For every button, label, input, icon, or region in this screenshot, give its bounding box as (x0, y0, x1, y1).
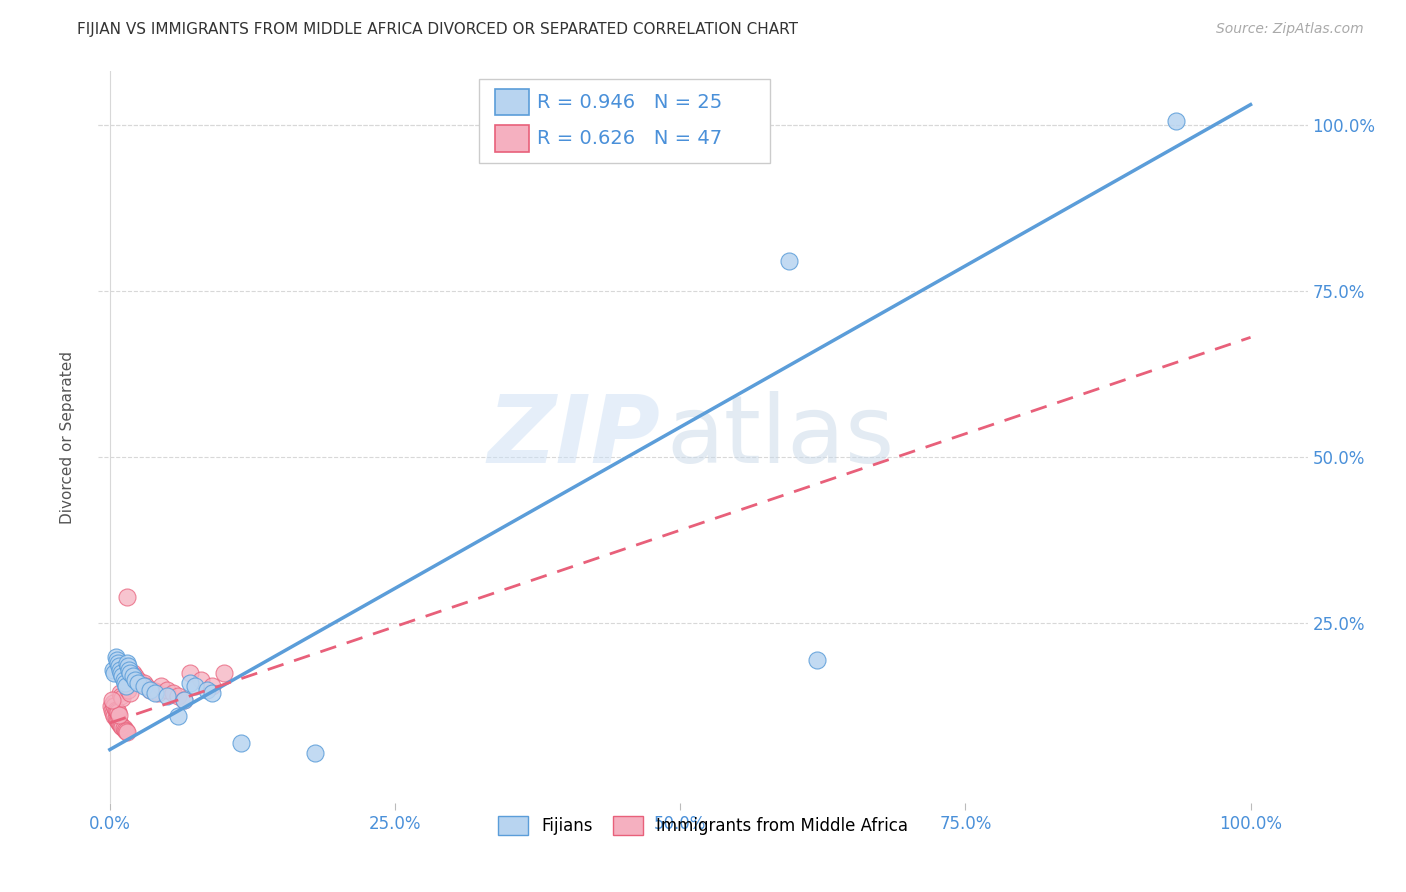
Point (304, 746, 326, 760)
Point (107, 656, 129, 670)
Point (114, 723, 136, 737)
Point (173, 692, 195, 706)
FancyBboxPatch shape (495, 89, 529, 115)
Text: R = 0.626   N = 47: R = 0.626 N = 47 (537, 129, 723, 148)
FancyBboxPatch shape (479, 78, 769, 163)
Point (117, 659, 139, 673)
Point (104, 649, 127, 664)
Point (162, 686, 184, 700)
Point (110, 690, 132, 704)
Point (108, 663, 131, 677)
Point (111, 720, 134, 734)
Point (112, 722, 135, 736)
Point (103, 699, 125, 714)
Text: R = 0.946   N = 25: R = 0.946 N = 25 (537, 93, 723, 112)
Point (107, 714, 129, 728)
Point (118, 663, 141, 677)
Point (108, 716, 131, 731)
Point (127, 673, 149, 687)
Legend: Fijians, Immigrants from Middle Africa: Fijians, Immigrants from Middle Africa (491, 809, 915, 842)
Point (103, 666, 125, 681)
Point (114, 723, 136, 738)
Point (124, 669, 146, 683)
Point (103, 663, 125, 677)
Point (124, 673, 146, 687)
Point (135, 680, 157, 694)
Point (107, 706, 129, 720)
Point (104, 711, 127, 725)
Text: Source: ZipAtlas.com: Source: ZipAtlas.com (1216, 22, 1364, 37)
Point (103, 706, 125, 720)
Point (103, 696, 125, 710)
Text: ZIP: ZIP (488, 391, 661, 483)
Point (117, 682, 139, 697)
Point (195, 682, 218, 697)
Point (112, 673, 135, 687)
Point (156, 682, 179, 697)
Point (778, 253, 800, 268)
Point (201, 686, 224, 700)
Point (115, 656, 138, 670)
Point (115, 590, 138, 604)
Point (212, 666, 235, 681)
Point (115, 725, 138, 739)
Point (156, 690, 179, 704)
FancyBboxPatch shape (495, 126, 529, 152)
Point (108, 708, 131, 723)
Point (167, 690, 190, 704)
Point (115, 680, 138, 694)
Point (1166, 114, 1188, 128)
Point (146, 686, 169, 700)
Point (145, 686, 167, 700)
Point (114, 676, 136, 690)
Point (179, 666, 201, 681)
Point (127, 676, 149, 690)
Point (121, 666, 143, 681)
Text: FIJIAN VS IMMIGRANTS FROM MIDDLE AFRICA DIVORCED OR SEPARATED CORRELATION CHART: FIJIAN VS IMMIGRANTS FROM MIDDLE AFRICA … (77, 22, 799, 37)
Point (173, 692, 195, 706)
Point (105, 713, 128, 727)
Point (110, 666, 132, 681)
Point (132, 676, 155, 690)
Point (201, 680, 224, 694)
Point (108, 717, 131, 731)
Point (100, 699, 122, 714)
Point (121, 669, 143, 683)
Y-axis label: Divorced or Separated: Divorced or Separated (60, 351, 75, 524)
Point (229, 736, 252, 750)
Point (105, 704, 128, 718)
Point (108, 686, 131, 700)
Point (150, 680, 173, 694)
Point (101, 703, 124, 717)
Point (111, 690, 134, 705)
Point (179, 676, 201, 690)
Point (108, 659, 131, 673)
Point (120, 666, 142, 681)
Point (139, 682, 162, 697)
Point (103, 709, 125, 723)
Point (190, 673, 212, 687)
Point (167, 709, 190, 723)
Point (132, 680, 155, 694)
Point (111, 669, 134, 683)
Text: atlas: atlas (666, 391, 896, 483)
Point (806, 653, 828, 667)
Point (139, 682, 162, 697)
Point (184, 680, 207, 694)
Point (104, 703, 127, 717)
Point (105, 653, 128, 667)
Point (145, 684, 167, 698)
Point (120, 686, 142, 700)
Point (110, 719, 132, 733)
Point (114, 680, 136, 694)
Point (101, 692, 124, 706)
